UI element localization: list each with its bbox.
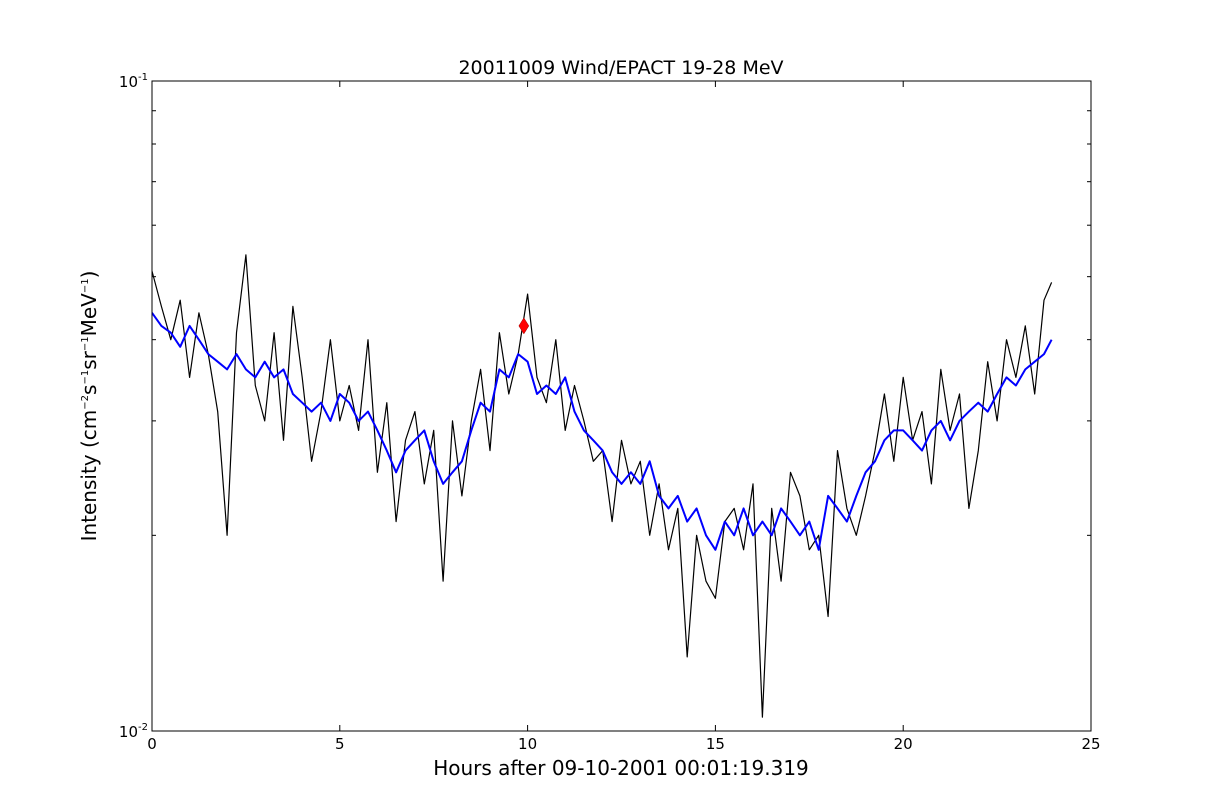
y-label-sup1: −2 [80,395,91,410]
series-smoothed-line [152,312,1053,551]
axes: 0 5 10 15 20 25 10-2 10-1 [119,72,1101,753]
x-tick-label: 5 [335,735,345,753]
y-label-mid1: s [77,385,101,395]
x-tick-label: 25 [1081,735,1100,753]
y-label-mid3: MeV [77,293,101,337]
y-label-prefix: Intensity (cm [77,410,101,542]
x-tick-label: 15 [706,735,725,753]
y-axis-label: Intensity (cm−2s−1sr−1MeV−1) [77,271,101,542]
series-raw-line [152,254,1053,718]
y-tick-label: 10-1 [119,72,148,91]
y-label-mid2: sr [77,350,101,369]
event-marker [518,317,530,335]
x-tick-label: 10 [518,735,537,753]
plot-area [152,254,1053,718]
x-axis-label: Hours after 09-10-2001 00:01:19.319 [433,756,809,780]
x-tick-label: 20 [894,735,913,753]
y-label-sup4: −1 [80,278,91,293]
chart-title: 20011009 Wind/EPACT 19-28 MeV [458,57,783,79]
x-tick-label: 0 [147,735,157,753]
y-label-sup3: −1 [80,336,91,351]
y-label-suffix: ) [77,271,101,279]
plot-frame [151,80,1092,732]
y-tick-label: 10-2 [119,722,148,741]
y-label-sup2: −1 [80,370,91,385]
